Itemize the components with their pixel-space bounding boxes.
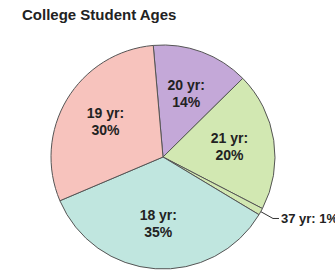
svg-text:19 yr:30%: 19 yr:30%: [87, 105, 124, 138]
svg-text:21 yr:20%: 21 yr:20%: [211, 130, 248, 163]
svg-text:18 yr:35%: 18 yr:35%: [140, 207, 177, 240]
svg-text:20 yr:14%: 20 yr:14%: [168, 77, 205, 110]
html-text:College Student Ages: College Student Ages: [22, 6, 177, 23]
svg-text:37 yr: 1%: 37 yr: 1%: [281, 211, 327, 226]
